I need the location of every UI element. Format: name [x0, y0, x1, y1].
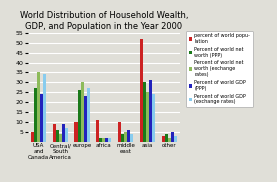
Bar: [99, 138, 102, 142]
Bar: [81, 82, 84, 142]
Bar: [121, 134, 124, 142]
Bar: [59, 134, 62, 142]
Bar: [87, 88, 90, 142]
Bar: [143, 82, 146, 142]
Bar: [127, 130, 130, 142]
Bar: [168, 138, 171, 142]
Bar: [165, 134, 168, 142]
Bar: [109, 138, 111, 142]
Bar: [106, 138, 109, 142]
Bar: [62, 124, 65, 142]
Bar: [31, 132, 34, 142]
Bar: [140, 39, 143, 142]
Bar: [130, 134, 133, 142]
Bar: [146, 92, 149, 142]
Bar: [37, 72, 40, 142]
Bar: [84, 96, 87, 142]
Bar: [152, 94, 155, 142]
Bar: [171, 132, 174, 142]
Title: World Distribution of Household Wealth,
GDP, and Population in the Year 2000: World Distribution of Household Wealth, …: [20, 11, 188, 31]
Bar: [96, 120, 99, 142]
Bar: [40, 94, 43, 142]
Legend: percent of world popu-
lation, Percent of world net
worth (PPP), Percent of worl: percent of world popu- lation, Percent o…: [186, 31, 253, 107]
Bar: [75, 122, 78, 142]
Bar: [56, 130, 59, 142]
Bar: [65, 128, 68, 142]
Bar: [43, 74, 46, 142]
Bar: [78, 90, 81, 142]
Bar: [53, 124, 56, 142]
Bar: [161, 136, 165, 142]
Bar: [149, 80, 152, 142]
Bar: [174, 136, 177, 142]
Bar: [124, 132, 127, 142]
Bar: [118, 122, 121, 142]
Bar: [34, 88, 37, 142]
Bar: [102, 138, 106, 142]
